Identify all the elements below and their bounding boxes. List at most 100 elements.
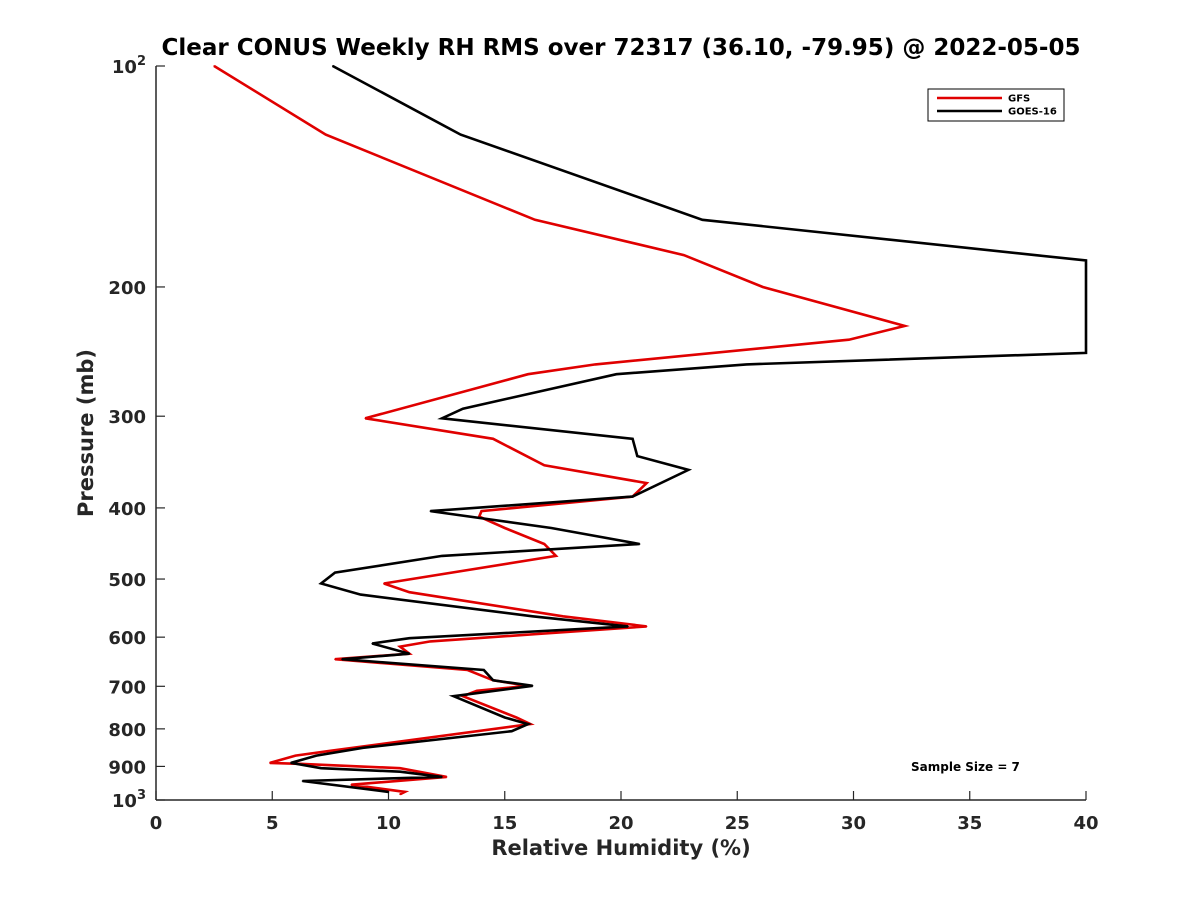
x-tick-label: 20 bbox=[608, 813, 633, 834]
data-point-goes-16 bbox=[504, 716, 506, 719]
data-point-goes-16 bbox=[320, 582, 322, 585]
data-point-goes-16 bbox=[631, 495, 634, 498]
y-axis-label: Pressure (mb) bbox=[74, 349, 98, 517]
data-point-gfs bbox=[504, 527, 506, 529]
data-point-gfs bbox=[534, 219, 536, 221]
data-point-goes-16 bbox=[408, 637, 411, 639]
data-point-goes-16 bbox=[399, 770, 401, 773]
data-point-goes-16 bbox=[334, 571, 336, 574]
y-tick-label: 102 bbox=[112, 54, 146, 78]
data-point-gfs bbox=[543, 543, 546, 545]
y-tick-label: 600 bbox=[108, 628, 146, 649]
data-point-goes-16 bbox=[441, 555, 443, 557]
y-tick-label: 103 bbox=[112, 788, 146, 812]
x-tick-label: 5 bbox=[266, 813, 279, 834]
data-point-goes-16 bbox=[687, 469, 690, 471]
data-point-goes-16 bbox=[408, 652, 411, 655]
data-point-gfs bbox=[404, 791, 406, 793]
data-point-goes-16 bbox=[531, 685, 534, 687]
data-point-goes-16 bbox=[452, 695, 455, 697]
y-tick-label-exponent: 2 bbox=[137, 54, 146, 69]
data-point-gfs bbox=[645, 625, 648, 628]
data-point-goes-16 bbox=[627, 625, 629, 628]
data-point-gfs bbox=[445, 776, 448, 778]
x-axis-label: Relative Humidity (%) bbox=[491, 836, 750, 860]
data-point-gfs bbox=[269, 762, 271, 764]
y-tick-label: 300 bbox=[108, 407, 146, 428]
y-tick-label-base: 600 bbox=[108, 628, 146, 649]
sample-size-annotation: Sample Size = 7 bbox=[911, 760, 1020, 774]
x-tick-label: 35 bbox=[957, 813, 982, 834]
x-tick-label: 10 bbox=[376, 813, 401, 834]
data-point-goes-16 bbox=[531, 615, 534, 618]
data-point-goes-16 bbox=[315, 754, 318, 757]
legend: GFS GOES-16 bbox=[927, 88, 1065, 122]
x-tick-label: 40 bbox=[1073, 813, 1098, 834]
data-point-goes-16 bbox=[362, 747, 364, 749]
data-point-gfs bbox=[213, 65, 215, 67]
data-point-gfs bbox=[350, 783, 353, 786]
series-line-goes-16 bbox=[290, 64, 1088, 794]
data-point-gfs bbox=[334, 658, 336, 660]
data-point-gfs bbox=[492, 438, 494, 440]
y-tick-label-base: 10 bbox=[112, 791, 137, 812]
data-point-gfs bbox=[476, 690, 478, 692]
data-point-goes-16 bbox=[1085, 352, 1087, 354]
y-tick-label-base: 200 bbox=[108, 278, 146, 299]
series-layer bbox=[213, 64, 1088, 796]
data-point-gfs bbox=[543, 464, 546, 467]
data-point-goes-16 bbox=[483, 669, 485, 671]
data-point-goes-16 bbox=[745, 363, 748, 366]
data-point-goes-16 bbox=[1085, 259, 1087, 262]
plot-frame bbox=[156, 66, 1086, 800]
data-point-goes-16 bbox=[290, 762, 292, 764]
data-point-goes-16 bbox=[1034, 254, 1036, 256]
data-point-gfs bbox=[364, 417, 367, 420]
data-point-goes-16 bbox=[510, 730, 513, 732]
data-point-gfs bbox=[555, 555, 557, 557]
data-point-goes-16 bbox=[459, 133, 462, 136]
y-tick-label-exponent: 3 bbox=[137, 788, 146, 803]
data-point-goes-16 bbox=[371, 642, 374, 645]
data-point-goes-16 bbox=[615, 373, 618, 376]
data-point-goes-16 bbox=[301, 780, 304, 782]
data-point-gfs bbox=[324, 133, 327, 136]
data-point-gfs bbox=[383, 582, 385, 585]
plot-area: 0 5 10 15 20 25 30 35 40 10220030040050060070080… bbox=[108, 54, 1098, 834]
x-tick-label: 30 bbox=[841, 813, 866, 834]
data-point-goes-16 bbox=[638, 543, 641, 545]
data-point-goes-16 bbox=[492, 679, 494, 682]
data-point-gfs bbox=[294, 754, 297, 757]
data-point-gfs bbox=[683, 254, 685, 256]
y-tick-label: 800 bbox=[108, 720, 146, 741]
y-tick-label: 900 bbox=[108, 757, 146, 778]
y-tick-label-base: 300 bbox=[108, 407, 146, 428]
data-point-gfs bbox=[429, 640, 432, 643]
data-point-goes-16 bbox=[550, 527, 553, 529]
data-point-gfs bbox=[562, 615, 564, 618]
data-point-goes-16 bbox=[636, 455, 639, 457]
data-point-goes-16 bbox=[387, 791, 390, 793]
x-tick-label: 15 bbox=[492, 813, 517, 834]
data-point-goes-16 bbox=[527, 723, 529, 725]
data-point-gfs bbox=[399, 793, 401, 795]
y-tick-label-base: 700 bbox=[108, 677, 146, 698]
y-tick-label: 400 bbox=[108, 499, 146, 520]
y-tick-label: 500 bbox=[108, 570, 146, 591]
data-point-gfs bbox=[762, 286, 764, 288]
y-tick-label-base: 800 bbox=[108, 720, 146, 741]
data-point-gfs bbox=[594, 363, 597, 366]
x-tick-label: 0 bbox=[150, 813, 163, 834]
y-tick-label: 700 bbox=[108, 677, 146, 698]
legend-box bbox=[927, 88, 1065, 122]
x-tick-label: 25 bbox=[725, 813, 750, 834]
y-tick-label-base: 400 bbox=[108, 499, 146, 520]
data-point-goes-16 bbox=[462, 407, 464, 410]
data-point-gfs bbox=[480, 510, 483, 512]
y-tick-label-base: 10 bbox=[112, 57, 137, 78]
y-tick-label: 200 bbox=[108, 278, 146, 299]
data-point-goes-16 bbox=[429, 510, 432, 512]
data-point-gfs bbox=[399, 767, 401, 769]
